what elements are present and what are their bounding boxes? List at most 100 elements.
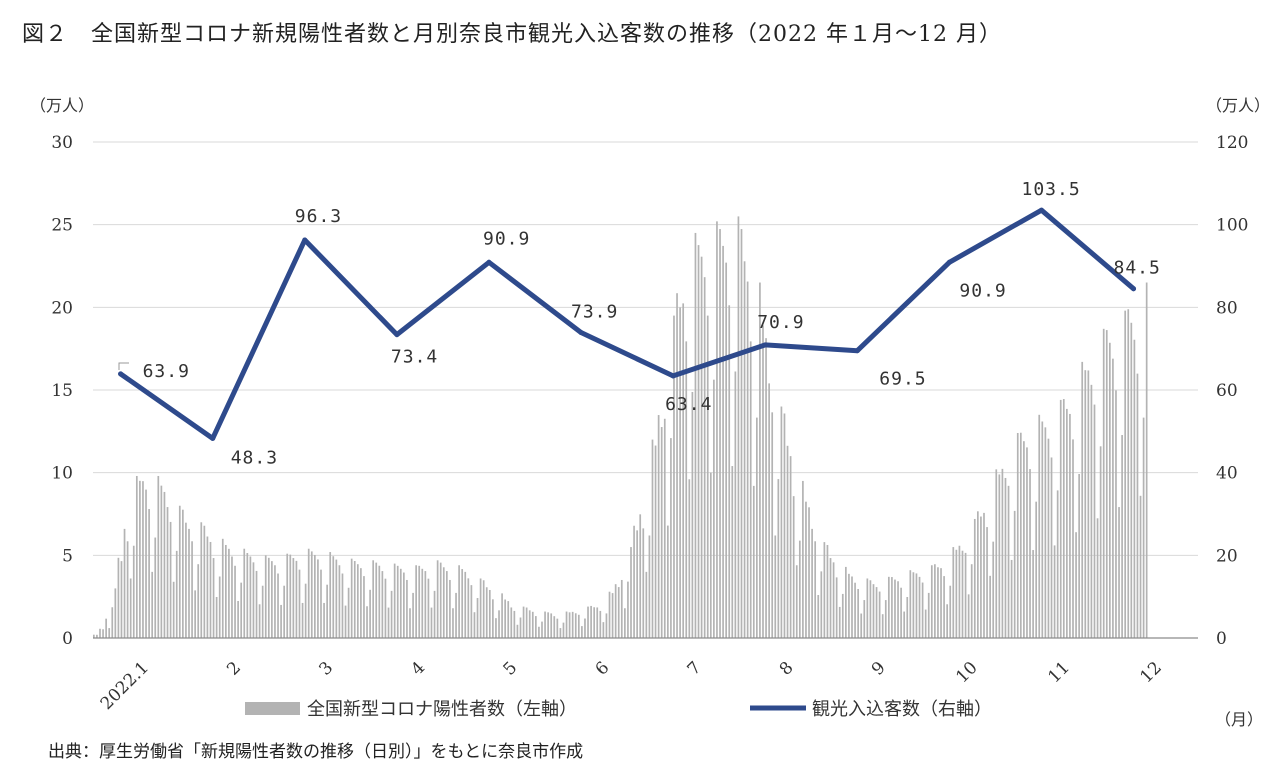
bar: [1081, 361, 1084, 638]
bar: [624, 608, 626, 638]
bar: [458, 565, 460, 638]
bar: [820, 571, 823, 638]
bar: [485, 587, 488, 638]
bar: [608, 591, 611, 638]
bar: [335, 559, 338, 638]
data-labels: 63.9 48.3 96.3 73.4 90.9 73.9 63.4 70.9 69.5 90.9…: [118, 179, 1160, 468]
bar: [577, 614, 580, 638]
bar-series-covid: [93, 216, 1148, 639]
bar: [320, 569, 322, 638]
bar: [464, 571, 467, 638]
line-point: [1038, 207, 1044, 213]
bar: [930, 565, 933, 638]
bar: [504, 599, 507, 638]
x-tick-label: 7: [684, 658, 706, 680]
bar: [188, 528, 190, 638]
bar: [783, 413, 786, 638]
bar: [360, 568, 362, 638]
bar: [1001, 468, 1004, 638]
bar: [998, 474, 1001, 638]
bar: [887, 576, 890, 638]
line-point: [302, 237, 308, 243]
bar: [774, 535, 777, 638]
bar: [1026, 447, 1028, 638]
bar: [96, 634, 98, 638]
bar: [1078, 473, 1080, 638]
bar: [132, 545, 135, 638]
bar: [148, 509, 150, 638]
bar: [731, 466, 734, 638]
bar: [495, 618, 497, 638]
legend-label-tourists: 観光入込客数（右軸）: [812, 699, 992, 720]
y-right-tick-label: 40: [1216, 464, 1238, 484]
bar: [145, 489, 147, 638]
bar: [851, 576, 853, 638]
bar: [427, 578, 430, 638]
bar: [390, 590, 393, 638]
bar: [670, 438, 672, 638]
bar: [654, 445, 657, 638]
grid-lines: [93, 141, 1198, 556]
bar: [863, 600, 866, 638]
bar: [163, 491, 166, 638]
x-tick-label: 8: [776, 658, 798, 680]
bar: [875, 587, 878, 638]
bar: [258, 604, 261, 638]
bar: [307, 548, 310, 638]
bar: [611, 593, 614, 638]
bar: [1010, 559, 1013, 638]
bar: [1059, 399, 1062, 638]
bar: [581, 626, 583, 638]
bar: [627, 581, 629, 638]
bar: [1062, 399, 1065, 638]
bar: [1108, 342, 1111, 638]
y-left-tick-label: 0: [62, 629, 73, 649]
bar: [246, 553, 249, 638]
bar: [501, 593, 503, 638]
legend: 全国新型コロナ陽性者数（左軸） 観光入込客数（右軸）: [245, 699, 992, 720]
bar: [937, 567, 939, 638]
bar: [841, 593, 844, 638]
bar: [1047, 438, 1050, 638]
bar: [713, 379, 715, 638]
bar: [283, 585, 286, 638]
bar: [989, 575, 991, 638]
bar: [1050, 457, 1053, 638]
bar: [304, 583, 307, 638]
bar: [768, 383, 770, 638]
bar: [1072, 439, 1074, 638]
bar: [697, 245, 700, 638]
bar: [191, 541, 193, 638]
bar: [445, 571, 448, 638]
bar: [685, 341, 688, 638]
bar: [903, 611, 906, 638]
line-point: [1131, 286, 1137, 292]
line-data-label: 90.9: [959, 280, 1006, 301]
bar: [372, 560, 375, 638]
x-tick-label: 9: [868, 658, 890, 680]
bar: [706, 315, 709, 638]
bar: [314, 554, 316, 638]
chart-svg: 63.9 48.3 96.3 73.4 90.9 73.9 63.4 70.9 69.5 90.9…: [30, 96, 1270, 729]
bar: [734, 371, 737, 638]
bar: [396, 565, 399, 638]
line-point: [946, 259, 952, 265]
bar: [906, 597, 909, 638]
x-tick-label: 10: [952, 658, 981, 687]
bar: [617, 587, 620, 638]
bar: [267, 557, 270, 638]
bar: [338, 565, 341, 638]
bar: [550, 613, 553, 638]
bar: [175, 550, 178, 638]
bar: [792, 496, 795, 638]
bar: [869, 580, 872, 638]
bar: [221, 538, 224, 638]
bar: [1093, 404, 1096, 638]
bar: [341, 573, 344, 638]
bar: [691, 391, 694, 638]
line-point: [854, 348, 860, 354]
y-left-tick-label: 20: [51, 298, 73, 318]
bar: [1142, 417, 1145, 638]
bar: [329, 552, 332, 638]
bar: [139, 480, 141, 638]
